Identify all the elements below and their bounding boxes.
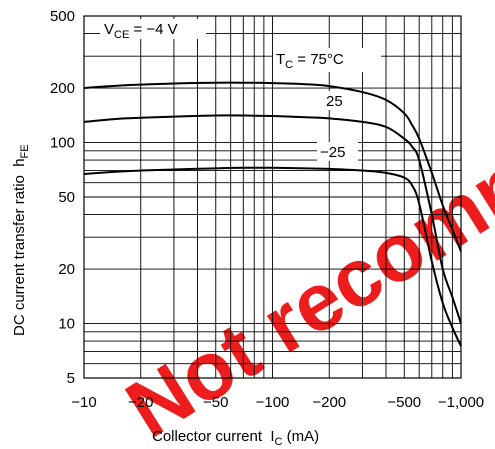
x-tick-label: −100 <box>256 394 290 411</box>
vce-annotation-bg <box>100 19 206 39</box>
tc-sub: C <box>285 59 293 71</box>
x-axis-title-unit: (mA) <box>283 428 320 445</box>
x-tick-label: −200 <box>312 394 346 411</box>
y-axis-title-main: DC current transfer ratio h <box>11 158 28 336</box>
y-tick-label: 100 <box>50 135 75 152</box>
y-tick-label: 20 <box>58 261 75 278</box>
tm25-annotation-bg <box>317 142 358 161</box>
t25-annotation-bg <box>323 91 351 110</box>
vce-sub: CE <box>114 29 129 41</box>
y-tick-label: 5 <box>67 370 75 387</box>
tc-annotation-bg <box>273 48 381 72</box>
tm25-annotation: −25 <box>320 144 345 161</box>
y-axis-title-sub: FE <box>19 144 31 158</box>
x-tick-label: −1,000 <box>438 394 484 411</box>
tc-pre: T <box>276 51 285 68</box>
y-axis-title: DC current transfer ratio hFE <box>11 144 31 336</box>
t25-annotation: 25 <box>326 93 343 110</box>
x-tick-label: −50 <box>203 394 228 411</box>
curves <box>83 81 462 347</box>
y-tick-labels: 5 10 20 50 100 200 500 <box>50 8 75 387</box>
tc-annotation: TC = 75°C <box>276 51 344 71</box>
x-tick-label: −500 <box>387 394 421 411</box>
x-tick-label: −20 <box>128 394 153 411</box>
y-tick-label: 10 <box>58 316 75 333</box>
series-curve-1 <box>83 114 462 324</box>
x-tick-label: −10 <box>71 394 96 411</box>
y-tick-label: 200 <box>50 80 75 97</box>
y-tick-label: 50 <box>58 189 75 206</box>
vce-pre: V <box>104 21 114 38</box>
series-curve-2 <box>83 166 462 347</box>
x-axis-title: Collector current IC (mA) <box>152 428 319 448</box>
series-curve-0 <box>83 81 462 252</box>
tc-post: = 75°C <box>293 51 344 68</box>
vce-annotation: VCE = −4 V <box>104 21 178 41</box>
x-tick-labels: −10 −20 −50 −100 −200 −500 −1,000 <box>71 394 484 411</box>
x-axis-title-main: Collector current I <box>152 428 275 445</box>
x-axis-title-sub: C <box>275 436 283 448</box>
grid <box>83 15 462 379</box>
plot-frame <box>83 15 462 379</box>
vce-post: = −4 V <box>129 21 177 38</box>
y-tick-label: 500 <box>50 8 75 25</box>
